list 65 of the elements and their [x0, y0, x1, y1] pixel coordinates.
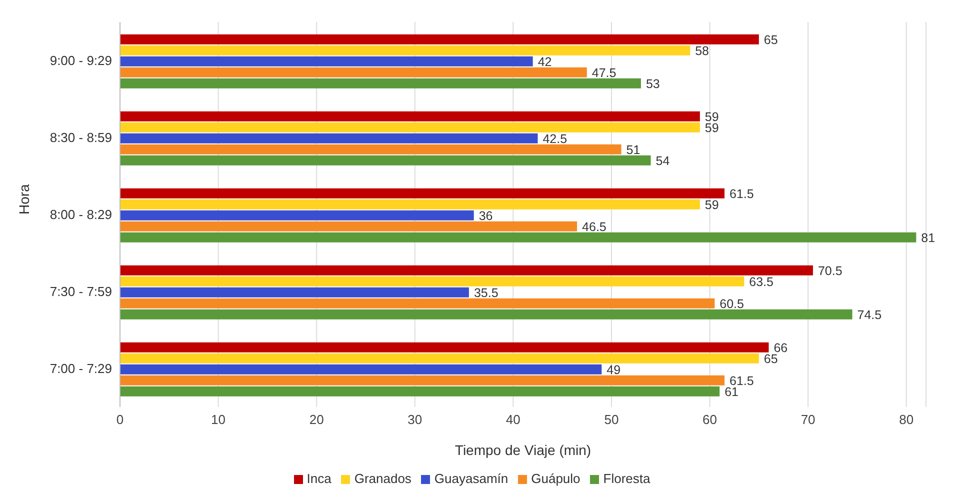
x-tick-label: 80: [899, 412, 914, 428]
data-label: 35.5: [474, 286, 498, 300]
bar: [120, 342, 769, 352]
data-label: 74.5: [857, 308, 882, 322]
bar: [120, 111, 700, 122]
data-label: 60.5: [720, 296, 744, 311]
bar: [120, 133, 538, 144]
bar: [120, 67, 587, 78]
bar: [120, 364, 602, 374]
x-tick-label: 30: [408, 412, 422, 428]
data-label: 70.5: [818, 264, 842, 278]
data-label: 59: [704, 198, 719, 212]
bar: [120, 276, 744, 286]
data-label: 58: [695, 44, 710, 58]
bar: [120, 210, 474, 220]
bar: [120, 45, 690, 56]
data-label: 36: [478, 208, 493, 223]
bar: [120, 155, 651, 166]
bar: [120, 232, 916, 242]
y-tick-label: 9:00 - 9:29: [50, 53, 112, 68]
legend-label: Inca: [306, 471, 332, 486]
y-axis-title: Hora: [16, 184, 32, 214]
legend-label: Floresta: [603, 471, 650, 486]
data-label: 65: [764, 32, 778, 47]
legend-label: Guápulo: [531, 471, 580, 486]
bar: [120, 265, 813, 276]
data-label: 42: [538, 54, 552, 69]
bar: [120, 221, 578, 232]
data-label: 49: [606, 362, 621, 377]
bar: [120, 56, 533, 66]
legend-label: Guayasamín: [434, 471, 508, 486]
y-tick-label: 7:30 - 7:59: [50, 284, 112, 300]
data-label: 61.5: [730, 186, 754, 201]
bar: [120, 34, 759, 44]
data-label: 54: [656, 154, 670, 168]
y-tick-label: 7:00 - 7:29: [50, 361, 112, 376]
y-tick-label: 8:00 - 8:29: [50, 207, 112, 222]
data-label: 51: [626, 142, 640, 157]
bar: [120, 199, 700, 210]
bar: [120, 188, 724, 198]
bar: [120, 309, 852, 320]
x-tick-label: 50: [604, 412, 619, 428]
x-tick-label: 70: [800, 412, 816, 428]
x-tick-label: 60: [702, 412, 717, 428]
x-tick-label: 40: [506, 412, 520, 428]
data-label: 81: [921, 230, 936, 245]
legend-label: Granados: [354, 471, 412, 486]
data-label: 46.5: [582, 220, 606, 234]
data-label: 63.5: [749, 274, 774, 289]
data-label: 42.5: [542, 132, 568, 146]
bar: [120, 375, 724, 386]
bar: [120, 122, 700, 132]
bar: [120, 287, 469, 298]
x-axis-title: Tiempo de Viaje (min): [454, 442, 592, 458]
x-tick-label: 20: [309, 412, 324, 428]
x-tick-label: 0: [116, 412, 124, 428]
y-tick-label: 8:30 - 8:59: [50, 130, 112, 146]
bar: [120, 353, 759, 364]
x-tick-label: 10: [211, 412, 226, 428]
bar: [120, 78, 641, 88]
bar: [120, 298, 715, 308]
bar: [120, 144, 622, 154]
data-label: 53: [646, 76, 660, 91]
bar: [120, 386, 720, 396]
data-label: 47.5: [592, 66, 616, 80]
